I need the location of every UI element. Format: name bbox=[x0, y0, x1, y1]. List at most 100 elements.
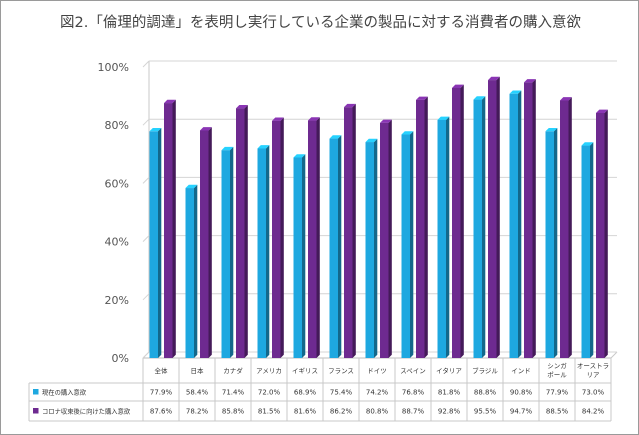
legend-label: 現在の購入意欲 bbox=[42, 388, 87, 397]
bar-top bbox=[473, 96, 486, 100]
data-label: 85.8% bbox=[222, 408, 245, 416]
bar bbox=[149, 131, 158, 358]
bar bbox=[308, 120, 317, 358]
bar-side bbox=[446, 116, 450, 358]
data-label: 90.8% bbox=[510, 389, 533, 397]
data-label: 80.8% bbox=[366, 408, 389, 416]
bar-top bbox=[329, 135, 342, 139]
bar bbox=[488, 80, 497, 358]
bar-side bbox=[172, 99, 176, 358]
data-label: 75.4% bbox=[330, 389, 353, 397]
bar bbox=[221, 150, 230, 358]
bar bbox=[380, 122, 389, 358]
bar-top bbox=[221, 146, 234, 151]
bar-top bbox=[308, 117, 320, 121]
bar-side bbox=[244, 105, 248, 358]
legend-swatch bbox=[33, 408, 39, 414]
chart-title: 図2.「倫理的調達」を表明し実行している企業の製品に対する消費者の購入意欲 bbox=[60, 15, 581, 31]
bar-top bbox=[437, 116, 450, 120]
bar bbox=[581, 145, 590, 358]
bar-top bbox=[596, 109, 608, 113]
data-label: 77.9% bbox=[150, 389, 173, 397]
bar-side bbox=[532, 79, 536, 359]
bar-side bbox=[316, 117, 320, 358]
data-label: 71.4% bbox=[222, 389, 245, 397]
x-tick-label: ブラジル bbox=[472, 366, 498, 375]
data-label: 68.9% bbox=[294, 389, 317, 397]
bar-side bbox=[374, 138, 378, 358]
bar bbox=[509, 93, 518, 358]
x-tick-label: カナダ bbox=[223, 366, 243, 375]
bar-side bbox=[208, 127, 212, 358]
bar-side bbox=[424, 96, 428, 358]
gridline-depth bbox=[142, 351, 150, 359]
bar-side bbox=[194, 184, 198, 358]
data-label: 95.5% bbox=[474, 408, 497, 416]
bar bbox=[272, 120, 281, 359]
bar bbox=[437, 119, 446, 358]
bar bbox=[473, 99, 482, 358]
bar bbox=[560, 100, 569, 358]
bar-top bbox=[524, 79, 536, 83]
bar-side bbox=[352, 103, 356, 358]
bar bbox=[185, 188, 194, 358]
data-label: 76.8% bbox=[402, 389, 425, 397]
data-label: 78.2% bbox=[186, 408, 209, 416]
gridline-depth bbox=[142, 235, 150, 242]
x-tick-label: オーストラ bbox=[577, 362, 609, 370]
bar-side bbox=[388, 119, 392, 359]
bar-side bbox=[482, 96, 486, 359]
bar bbox=[452, 87, 461, 359]
data-label: 72.0% bbox=[258, 389, 281, 397]
data-label: 81.8% bbox=[438, 389, 461, 397]
bar-side bbox=[302, 154, 306, 358]
data-label: 77.9% bbox=[546, 389, 569, 397]
bar-side bbox=[590, 142, 594, 358]
x-tick-label: スペイン bbox=[400, 367, 426, 375]
data-label: 92.8% bbox=[438, 408, 461, 416]
bar-top bbox=[236, 105, 248, 109]
x-tick-label: イギリス bbox=[292, 367, 318, 375]
data-label: 81.5% bbox=[258, 408, 281, 416]
bar bbox=[164, 103, 173, 358]
data-label: 81.6% bbox=[294, 408, 317, 416]
bar-top bbox=[365, 138, 378, 143]
bar-top bbox=[509, 90, 522, 94]
bar-top bbox=[416, 96, 428, 100]
bar-side bbox=[230, 146, 234, 358]
x-tick-label: 日本 bbox=[191, 366, 205, 375]
bar-top bbox=[185, 184, 198, 189]
bar-side bbox=[410, 131, 414, 358]
x-tick-label: リア bbox=[587, 371, 601, 379]
bar-top bbox=[581, 142, 594, 146]
data-label: 58.4% bbox=[186, 389, 209, 397]
y-tick-label: 80% bbox=[105, 119, 129, 132]
bar-top bbox=[200, 127, 212, 131]
bar bbox=[257, 148, 266, 358]
data-label: 88.5% bbox=[546, 408, 569, 416]
bar-top bbox=[380, 119, 392, 123]
bar bbox=[545, 131, 554, 358]
bar-top bbox=[272, 117, 284, 121]
x-tick-label: フランス bbox=[328, 367, 354, 375]
data-label: 94.7% bbox=[510, 408, 533, 416]
y-tick-label: 0% bbox=[112, 352, 129, 365]
x-tick-label: 全体 bbox=[155, 366, 169, 375]
bar-top bbox=[164, 99, 176, 104]
y-tick-label: 20% bbox=[105, 294, 129, 307]
bar-top bbox=[452, 84, 464, 88]
bar-top bbox=[560, 97, 572, 101]
y-tick-label: 40% bbox=[105, 236, 129, 249]
bar bbox=[596, 112, 605, 358]
y-tick-label: 100% bbox=[98, 61, 129, 74]
x-tick-label: イタリア bbox=[436, 366, 462, 375]
gridline-depth bbox=[142, 293, 150, 301]
bar bbox=[524, 82, 533, 358]
gridline-depth bbox=[142, 118, 150, 126]
bar bbox=[416, 99, 425, 359]
bar bbox=[200, 130, 209, 358]
bar bbox=[401, 134, 410, 358]
bar bbox=[344, 107, 353, 359]
